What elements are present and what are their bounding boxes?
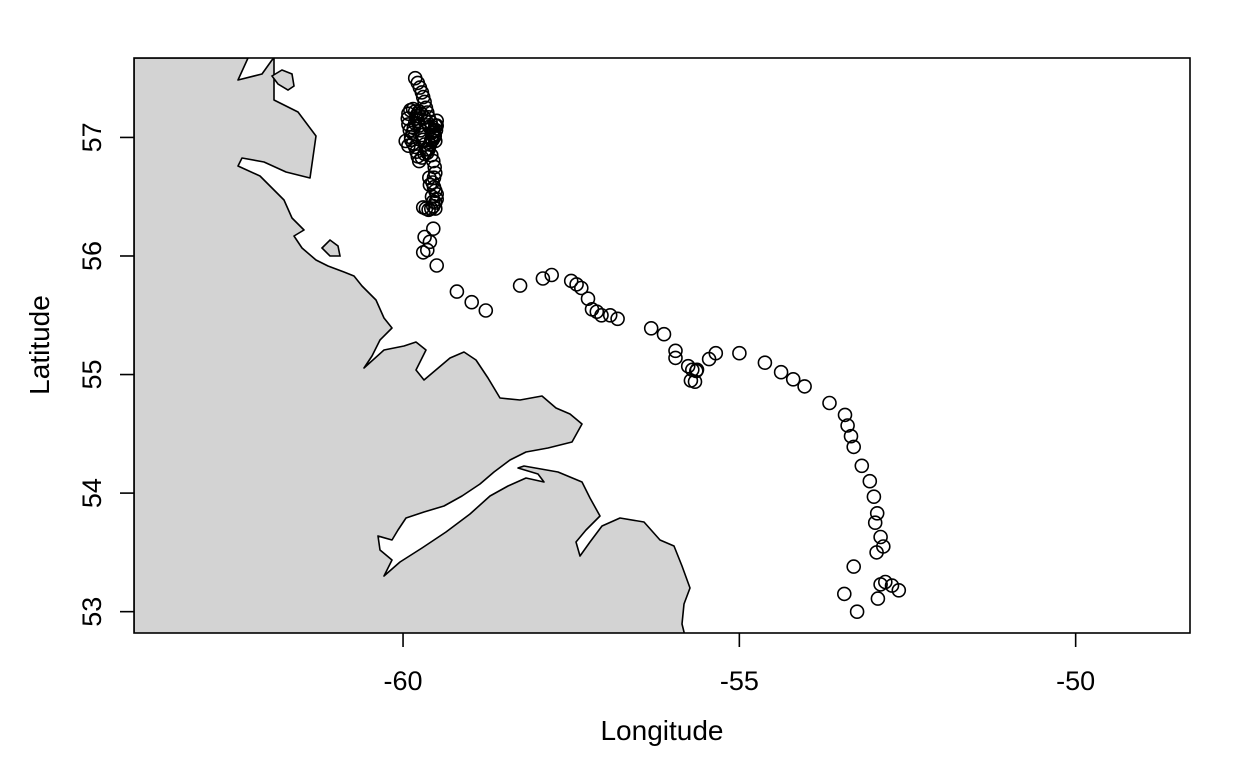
data-point [610,311,625,327]
data-point [668,350,683,366]
data-point [732,345,747,361]
x-tick-label: -55 [720,666,759,696]
data-point [891,582,907,598]
data-point [773,364,789,380]
data-point [822,395,837,411]
y-tick-label: 55 [77,359,107,389]
land-island-1 [270,69,295,91]
data-point [837,407,853,423]
data-point [427,201,443,216]
data-point [836,586,852,602]
y-tick-label: 56 [77,241,107,271]
data-point [869,505,885,521]
data-point [843,428,859,444]
data-point [401,138,416,153]
y-tick-label: 57 [77,122,107,152]
data-point [425,194,441,209]
x-axis-title: Longitude [600,715,723,746]
data-point [708,345,724,361]
data-point [429,258,445,273]
data-point [668,343,683,359]
data-point [870,591,886,606]
land-island-2 [320,238,341,257]
data-point [573,280,589,296]
data-point [680,358,696,374]
data-point [866,489,882,505]
data-point [535,271,551,286]
data-point [449,284,465,299]
y-axis-title: Latitude [24,295,55,395]
data-point [419,242,435,258]
data-point [689,362,705,378]
y-tick-label: 53 [77,597,107,627]
data-point [840,418,855,433]
data-point [854,458,870,474]
data-point [849,604,865,620]
data-point [873,529,888,545]
data-point [877,574,893,590]
plot-region [134,58,907,633]
points-layer [398,70,907,620]
y-axis: 53 54 55 56 57 [77,122,134,627]
x-axis: -60 -55 -50 [384,633,1095,696]
data-point [425,221,441,236]
data-point [869,545,884,560]
data-point [401,106,416,121]
data-point [422,234,438,250]
data-point [429,113,445,129]
data-point [867,515,883,531]
data-point [846,439,862,455]
data-point [594,307,609,323]
data-point [425,198,441,214]
data-point [862,473,878,489]
data-point [846,559,862,574]
y-tick-label: 54 [77,478,107,508]
data-point [401,117,416,132]
plot-frame [133,57,1191,634]
data-point [421,170,437,185]
data-point [569,277,584,292]
data-point [785,371,801,387]
data-point [589,304,605,320]
data-point [478,303,494,318]
data-point [464,294,480,310]
data-point [422,177,438,193]
data-point [512,278,528,293]
data-point [656,326,672,342]
land-mainland [134,58,691,633]
data-point [429,118,445,133]
x-tick-label: -60 [384,666,423,696]
data-point [797,379,812,394]
data-point [544,267,560,283]
x-tick-label: -50 [1056,666,1095,696]
data-point [643,320,659,336]
data-point [602,307,618,323]
data-point [757,355,773,371]
